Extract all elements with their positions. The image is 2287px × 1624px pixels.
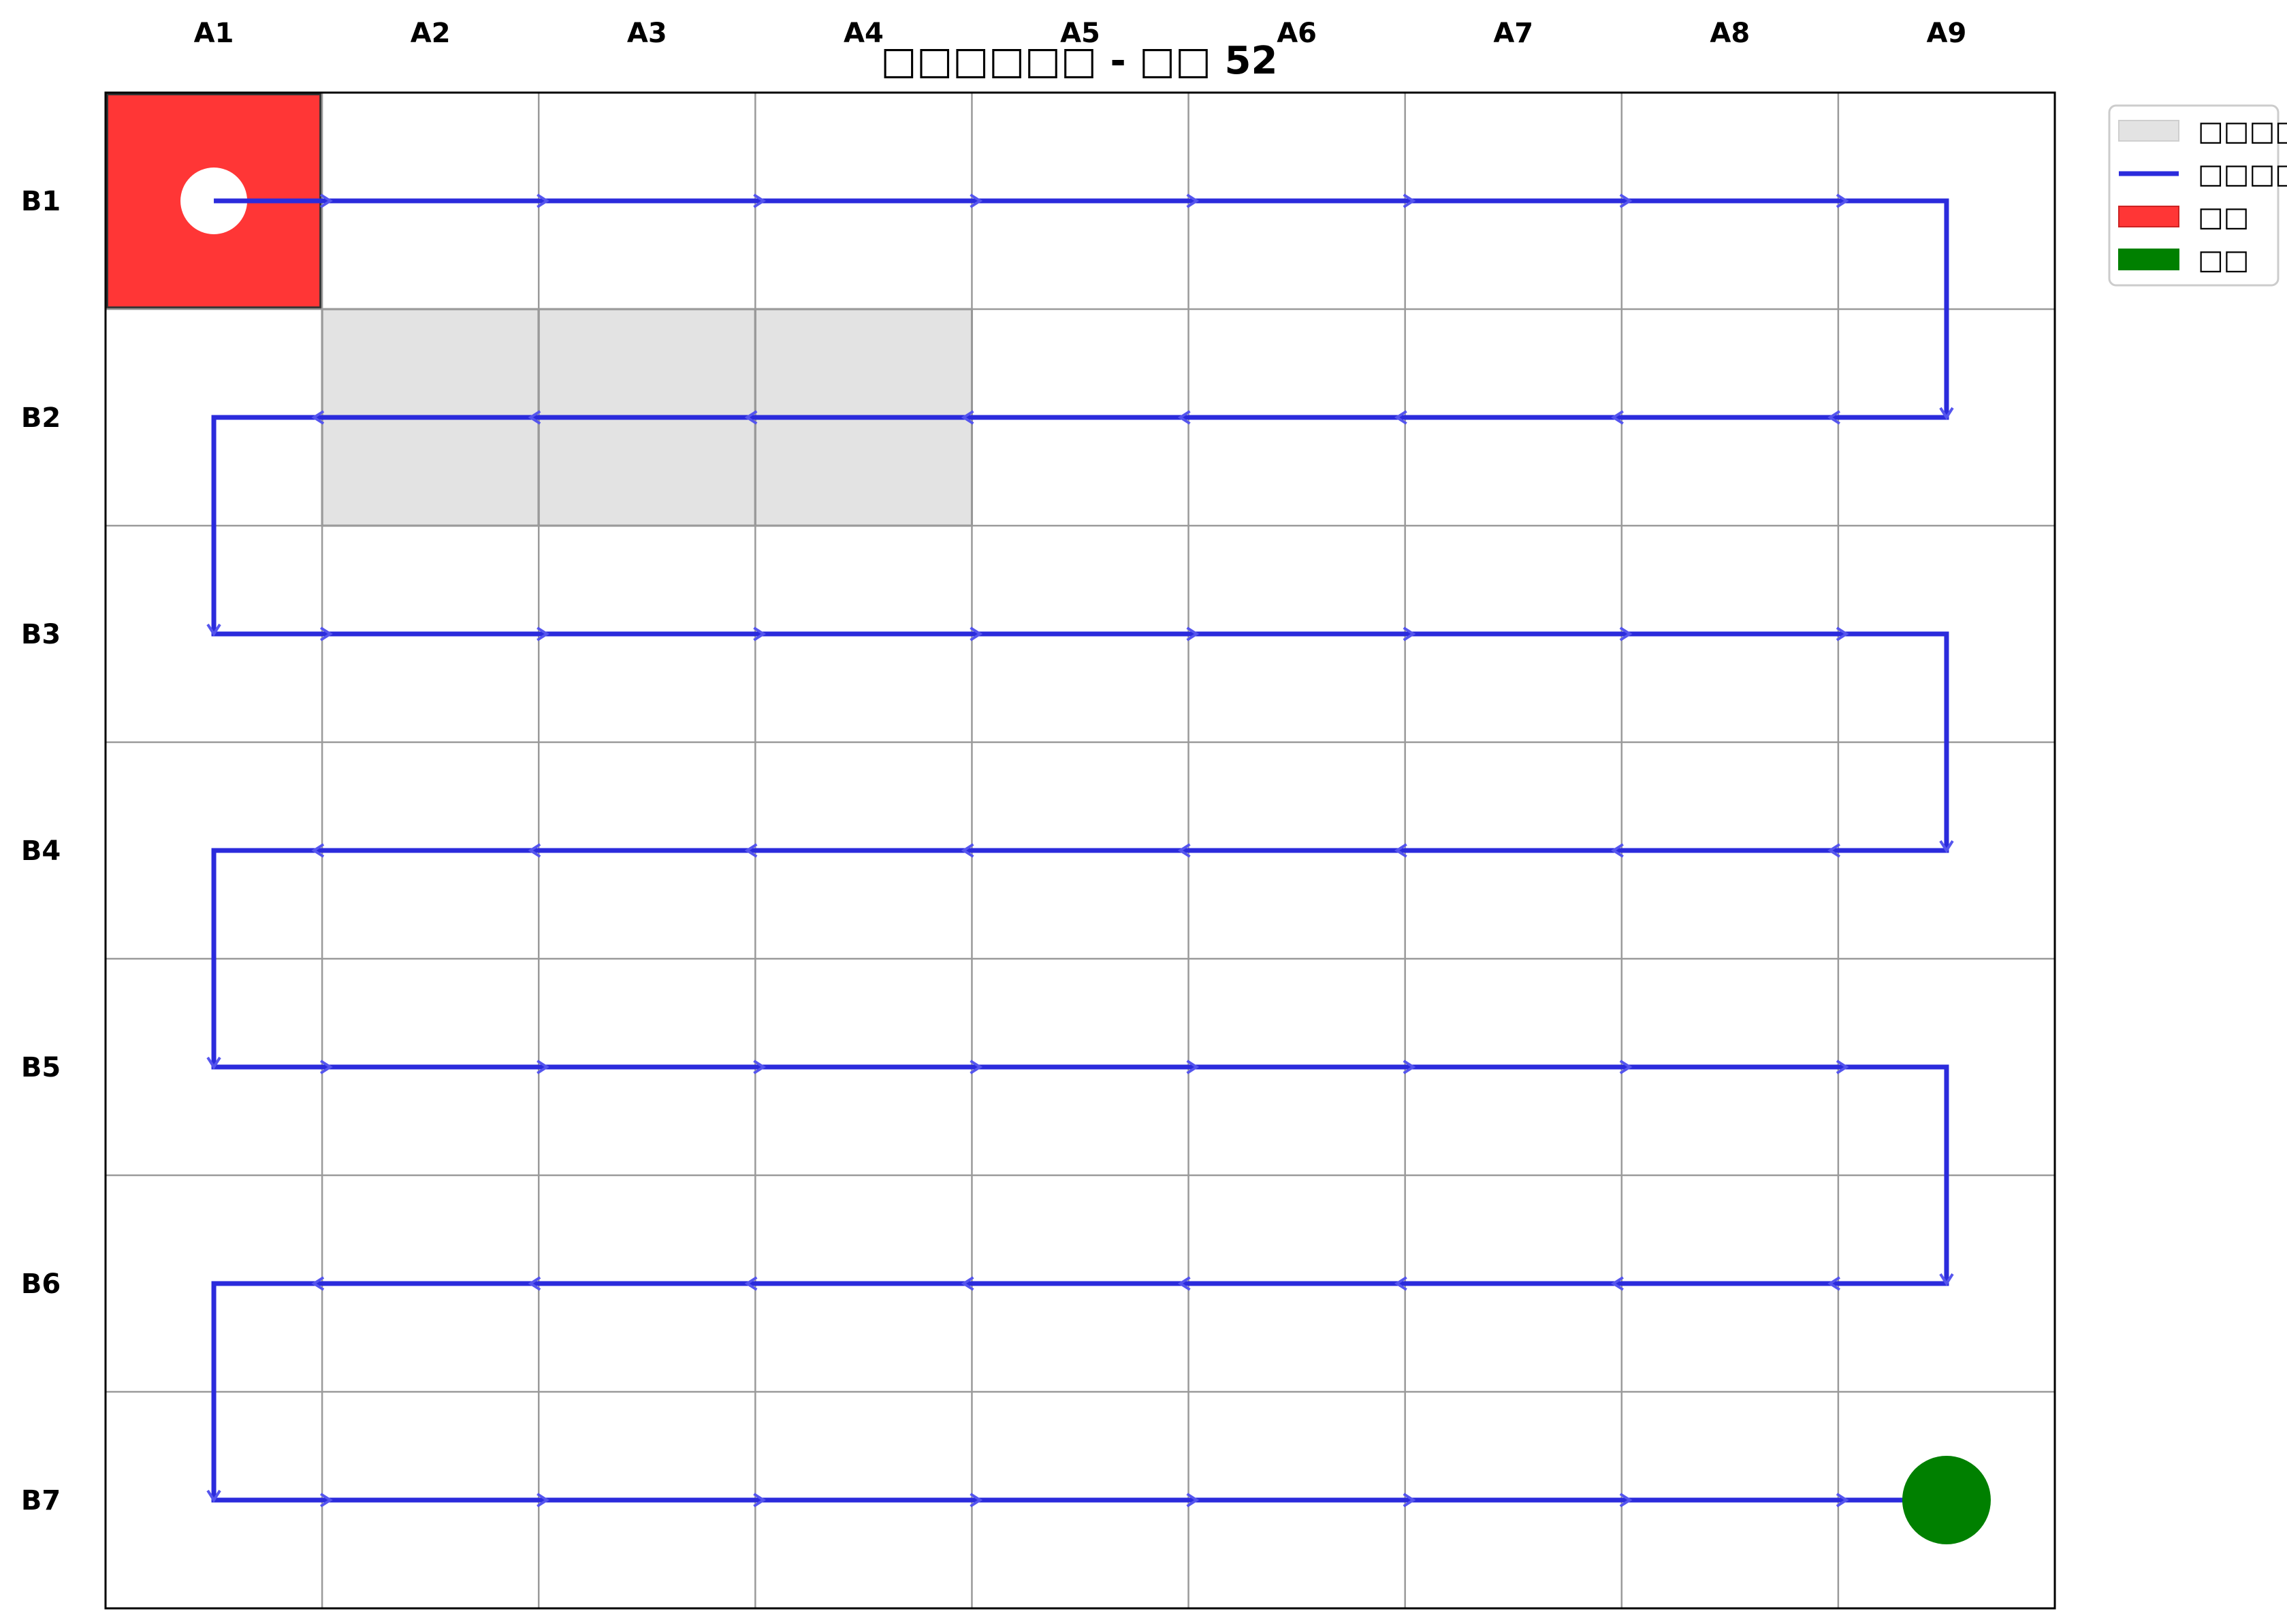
legend: □□□□□□□□□□□□ <box>2108 104 2287 287</box>
direction-arrow <box>970 1493 983 1508</box>
legend-label: □□ <box>2198 202 2250 233</box>
direction-arrow <box>1403 1060 1416 1074</box>
route-path <box>206 193 1954 1508</box>
direction-arrow <box>1836 626 1849 641</box>
column-label: A7 <box>1493 18 1533 49</box>
direction-arrow <box>961 410 974 425</box>
direction-arrow <box>753 1060 767 1074</box>
direction-arrow <box>311 410 325 425</box>
legend-label: □□□□ <box>2198 116 2287 147</box>
direction-arrow <box>744 843 758 858</box>
direction-arrow <box>1394 843 1407 858</box>
end-marker-group <box>1902 1456 1991 1544</box>
direction-arrow <box>1611 410 1624 425</box>
legend-start-swatch <box>2118 206 2179 227</box>
column-label: A4 <box>844 18 884 49</box>
direction-arrow <box>1827 843 1840 858</box>
direction-arrow <box>1186 626 1200 641</box>
direction-arrow <box>1619 1060 1633 1074</box>
column-label: A3 <box>627 18 667 49</box>
direction-arrow <box>753 1493 767 1508</box>
direction-arrow <box>1939 840 1954 853</box>
direction-arrow <box>1619 193 1633 208</box>
direction-arrow <box>970 193 983 208</box>
row-label: B1 <box>21 186 61 217</box>
direction-arrow <box>311 1276 325 1291</box>
plot-frame <box>104 91 2056 1610</box>
direction-arrow <box>537 193 549 208</box>
direction-arrow <box>1611 1276 1624 1291</box>
direction-arrow <box>537 1493 549 1508</box>
direction-arrow <box>1611 843 1624 858</box>
direction-arrow <box>1836 193 1849 208</box>
legend-end-swatch <box>2118 249 2179 270</box>
column-label: A8 <box>1710 18 1750 49</box>
end-marker <box>1902 1456 1991 1544</box>
direction-arrow <box>206 623 221 637</box>
direction-arrow <box>1186 193 1200 208</box>
row-label: B6 <box>21 1269 61 1300</box>
direction-arrow <box>1827 410 1840 425</box>
direction-arrow <box>311 843 325 858</box>
direction-arrow <box>528 1276 541 1291</box>
direction-arrow <box>1836 1493 1849 1508</box>
direction-arrow <box>320 1060 333 1074</box>
direction-arrow <box>1827 1276 1840 1291</box>
direction-arrow <box>1939 407 1954 420</box>
direction-arrow <box>1177 1276 1191 1291</box>
direction-arrow <box>753 193 767 208</box>
direction-arrow <box>1403 193 1416 208</box>
column-label: A9 <box>1927 18 1967 49</box>
direction-arrow <box>206 1056 221 1070</box>
row-label: B7 <box>21 1485 61 1516</box>
row-label: B5 <box>21 1052 61 1083</box>
direction-arrow <box>961 1276 974 1291</box>
direction-arrow <box>1403 626 1416 641</box>
direction-arrow <box>537 626 549 641</box>
direction-arrow <box>1403 1493 1416 1508</box>
direction-arrow <box>1939 1273 1954 1286</box>
direction-arrow <box>1394 1276 1407 1291</box>
direction-arrow <box>1394 410 1407 425</box>
legend-label: □□ <box>2198 244 2250 276</box>
direction-arrow <box>961 843 974 858</box>
column-label: A1 <box>194 18 234 49</box>
legend-box <box>2108 104 2280 287</box>
row-label: B3 <box>21 619 61 650</box>
column-label: A2 <box>411 18 451 49</box>
direction-arrow <box>320 1493 333 1508</box>
row-label: B4 <box>21 835 61 867</box>
direction-arrow <box>1177 410 1191 425</box>
direction-arrow <box>744 1276 758 1291</box>
direction-arrow <box>753 626 767 641</box>
direction-arrow <box>744 410 758 425</box>
direction-arrow <box>970 1060 983 1074</box>
direction-arrow <box>320 193 333 208</box>
direction-arrow <box>1177 843 1191 858</box>
legend-blocked-swatch <box>2118 120 2179 142</box>
column-label: A5 <box>1060 18 1100 49</box>
route-line <box>211 198 1949 1503</box>
direction-arrow <box>1836 1060 1849 1074</box>
direction-arrow <box>528 410 541 425</box>
direction-arrow <box>320 626 333 641</box>
direction-arrow <box>537 1060 549 1074</box>
direction-arrow <box>1186 1060 1200 1074</box>
diagram-title: □□□□□□ - □□ 52 <box>881 39 1278 83</box>
legend-label: □□□□ <box>2198 159 2287 190</box>
direction-arrow <box>528 843 541 858</box>
direction-arrow <box>1619 1493 1633 1508</box>
direction-arrow <box>206 1489 221 1503</box>
direction-arrow <box>1186 1493 1200 1508</box>
column-label: A6 <box>1277 18 1317 49</box>
grid-labels: A1 A2 A3 A4 A5 A6 A7 A8 A9 B1 B2 B3 B4 B5 B6 B7 <box>21 18 1967 1516</box>
row-label: B2 <box>21 402 61 434</box>
direction-arrow <box>970 626 983 641</box>
direction-arrow <box>1619 626 1633 641</box>
